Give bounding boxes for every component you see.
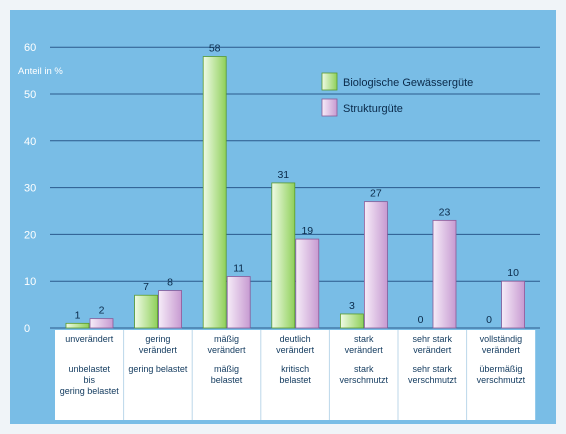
data-label: 8	[167, 277, 173, 289]
data-label: 3	[349, 300, 355, 312]
data-label: 58	[209, 43, 221, 55]
category-label: verändert	[207, 345, 246, 355]
legend-swatch	[321, 72, 338, 91]
legend: Biologische Gewässergüte Strukturgüte	[321, 72, 473, 117]
category-panel-background	[55, 330, 536, 420]
bar	[226, 276, 251, 329]
bar	[134, 294, 158, 329]
data-label: 27	[370, 188, 382, 200]
category-label: unverändert	[65, 334, 114, 344]
category-sublabel: übermäßig	[479, 364, 522, 374]
bar	[158, 290, 183, 329]
data-label: 0	[486, 314, 492, 326]
y-tick-label: 0	[24, 323, 30, 335]
data-label: 2	[99, 305, 105, 317]
category-label: mäßig	[214, 334, 239, 344]
bars	[65, 56, 526, 329]
category-label: gering	[145, 334, 170, 344]
bar	[89, 318, 114, 329]
y-tick-label: 30	[24, 183, 36, 195]
bar	[271, 182, 296, 329]
category-sublabel: verschmutzt	[477, 375, 526, 385]
category-sublabel: bis	[84, 375, 96, 385]
category-sublabel: gering belastet	[60, 386, 120, 396]
bar	[202, 56, 227, 329]
category-sublabel: mäßig	[214, 364, 239, 374]
bar	[432, 219, 457, 329]
data-label: 1	[75, 309, 81, 321]
data-label: 7	[143, 281, 149, 293]
y-tick-label: 10	[24, 276, 36, 288]
legend-entry: Strukturgüte	[343, 103, 403, 115]
category-label: verändert	[276, 345, 315, 355]
bar	[339, 313, 364, 329]
category-label: stark	[354, 334, 374, 344]
chart-frame: 0 10 20 30 40 50 60 Anteil in % unverändert unbe…	[10, 10, 556, 424]
category-sublabel: verschmutzt	[339, 375, 388, 385]
category-sublabel: sehr stark	[413, 364, 453, 374]
category-sublabel: gering belastet	[128, 364, 188, 374]
value-labels: 1 7 58 31 3 0 0 2 8 11 19 27 23 10	[75, 43, 520, 326]
category-sublabel: stark	[354, 364, 374, 374]
y-tick-label: 60	[24, 42, 36, 54]
data-label: 11	[233, 263, 244, 275]
category-label: sehr stark	[413, 334, 453, 344]
y-tick-label: 20	[24, 229, 36, 241]
y-tick-label: 50	[24, 89, 36, 101]
data-label: 10	[507, 267, 519, 279]
category-sublabel: kritisch	[281, 364, 309, 374]
category-label: verändert	[482, 345, 521, 355]
bar	[363, 201, 388, 329]
category-sublabel: unbelastet	[69, 364, 111, 374]
y-tick-label: 40	[24, 136, 36, 148]
category-label: verändert	[413, 345, 452, 355]
category-label: vollständig	[480, 334, 523, 344]
data-label: 19	[301, 225, 313, 237]
category-sublabel: verschmutzt	[408, 375, 457, 385]
bar	[65, 322, 90, 329]
category-sublabel: belastet	[279, 375, 311, 385]
bar	[295, 238, 320, 329]
category-label: deutlich	[280, 334, 311, 344]
category-label: verändert	[345, 345, 384, 355]
category-label: verändert	[139, 345, 178, 355]
y-axis-label: Anteil in %	[18, 66, 63, 77]
bar	[501, 280, 526, 329]
data-label: 31	[277, 169, 289, 181]
category-sublabel: belastet	[211, 375, 243, 385]
data-label: 0	[418, 314, 424, 326]
legend-entry: Biologische Gewässergüte	[343, 77, 473, 89]
legend-swatch	[321, 98, 338, 117]
data-label: 23	[439, 206, 451, 218]
